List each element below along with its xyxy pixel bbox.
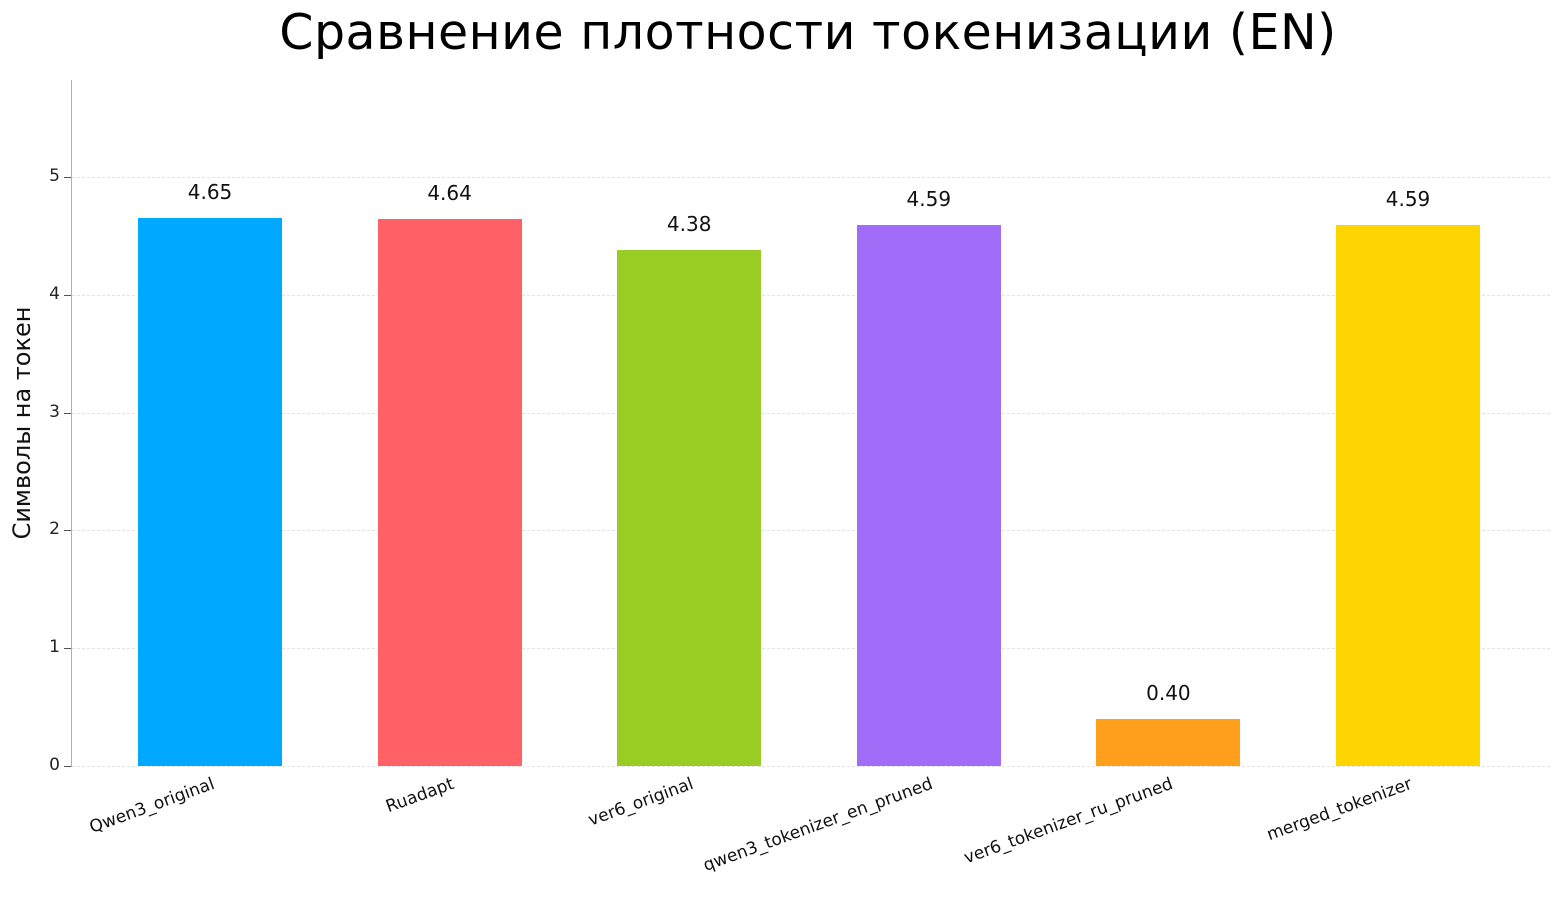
bar-qwen3-original (138, 218, 282, 766)
bar-merged-tokenizer (1336, 225, 1480, 766)
x-tick-label: Ruadapt (382, 774, 457, 818)
value-label: 0.40 (1146, 680, 1191, 705)
x-tick-label: qwen3_tokenizer_en_pruned (700, 774, 936, 876)
bar-ver6-tokenizer-ru-pruned (1096, 718, 1241, 766)
gridline (72, 766, 1550, 767)
bar-qwen3-tokenizer-en-pruned (856, 225, 1001, 766)
value-label: 4.59 (1385, 187, 1431, 212)
value-label: 4.38 (666, 212, 712, 237)
gridline (72, 177, 1550, 178)
y-tick-label: 3 (49, 401, 60, 422)
chart-title: Сравнение плотности токенизации (EN) (279, 4, 1337, 61)
y-tick-mark (64, 412, 71, 414)
gridline (72, 294, 1550, 296)
gridline (72, 648, 1550, 650)
bar-ver6-original (617, 250, 762, 766)
y-tick-label: 1 (49, 637, 60, 658)
y-tick-label: 5 (49, 166, 60, 186)
value-label: 4.64 (427, 181, 472, 206)
y-axis-label: Символы на токен (8, 306, 36, 540)
y-tick-mark (64, 177, 71, 178)
x-tick-label: Qwen3_original (86, 774, 217, 838)
gridline (72, 530, 1550, 532)
y-tick-mark (64, 294, 71, 296)
value-label: 4.59 (906, 187, 952, 212)
y-tick-mark (64, 530, 71, 532)
x-tick-label: ver6_original (585, 774, 697, 831)
x-tick-label: merged_tokenizer (1264, 774, 1415, 846)
x-tick-label: ver6_tokenizer_ru_pruned (960, 774, 1176, 869)
y-tick-label: 0 (49, 755, 60, 775)
y-tick-mark (64, 648, 71, 650)
y-tick-label: 4 (49, 283, 60, 304)
bar-ruadapt (377, 219, 522, 766)
y-axis-spine (71, 80, 72, 767)
y-tick-mark (64, 766, 71, 767)
y-tick-label: 2 (49, 519, 60, 540)
value-label: 4.65 (187, 180, 233, 205)
gridline (72, 412, 1550, 414)
